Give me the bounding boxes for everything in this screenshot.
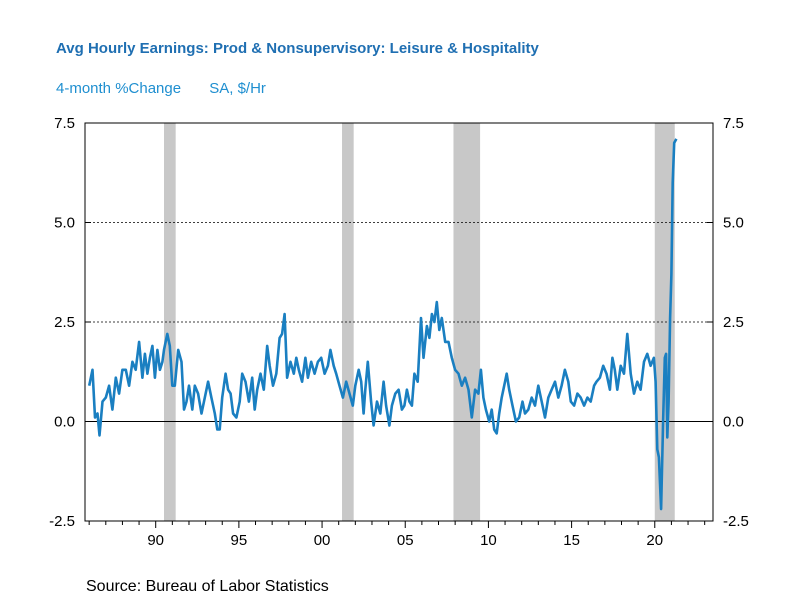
y-tick-label-left: 5.0 xyxy=(54,215,75,232)
x-tick-label: 15 xyxy=(563,532,580,549)
subtitle-measure: 4-month %Change xyxy=(56,80,182,97)
chart-subtitle: 4-month %Change SA, $/Hr xyxy=(56,80,290,97)
recession-band xyxy=(342,123,354,521)
x-tick-label: 20 xyxy=(646,532,663,549)
chart-title: Avg Hourly Earnings: Prod & Nonsuperviso… xyxy=(56,40,539,57)
x-tick-label: 05 xyxy=(397,532,414,549)
y-tick-label-left: 0.0 xyxy=(54,414,75,431)
grid-layer xyxy=(85,222,713,422)
y-tick-label-left: 2.5 xyxy=(54,314,75,331)
source-note: Source: Bureau of Labor Statistics xyxy=(86,578,329,595)
y-tick-label-right: 2.5 xyxy=(723,314,744,331)
x-tick-label: 90 xyxy=(147,532,164,549)
x-tick-label: 95 xyxy=(231,532,248,549)
series-line-layer xyxy=(87,138,678,511)
y-tick-label-right: -2.5 xyxy=(723,513,749,530)
x-tick-label: 10 xyxy=(480,532,497,549)
subtitle-units: SA, $/Hr xyxy=(209,80,266,97)
series-line xyxy=(87,138,678,511)
y-tick-label-right: 5.0 xyxy=(723,215,744,232)
axis-layer: -2.5 -2.5 0.0 0.0 2.5 2.5 5.0 5.0 7.5 7.5 90 95 00 05… xyxy=(49,115,749,549)
x-tick-label: 00 xyxy=(314,532,331,549)
y-tick-label-right: 0.0 xyxy=(723,414,744,431)
y-tick-label-left: 7.5 xyxy=(54,115,75,132)
y-tick-label-left: -2.5 xyxy=(49,513,75,530)
y-tick-label-right: 7.5 xyxy=(723,115,744,132)
